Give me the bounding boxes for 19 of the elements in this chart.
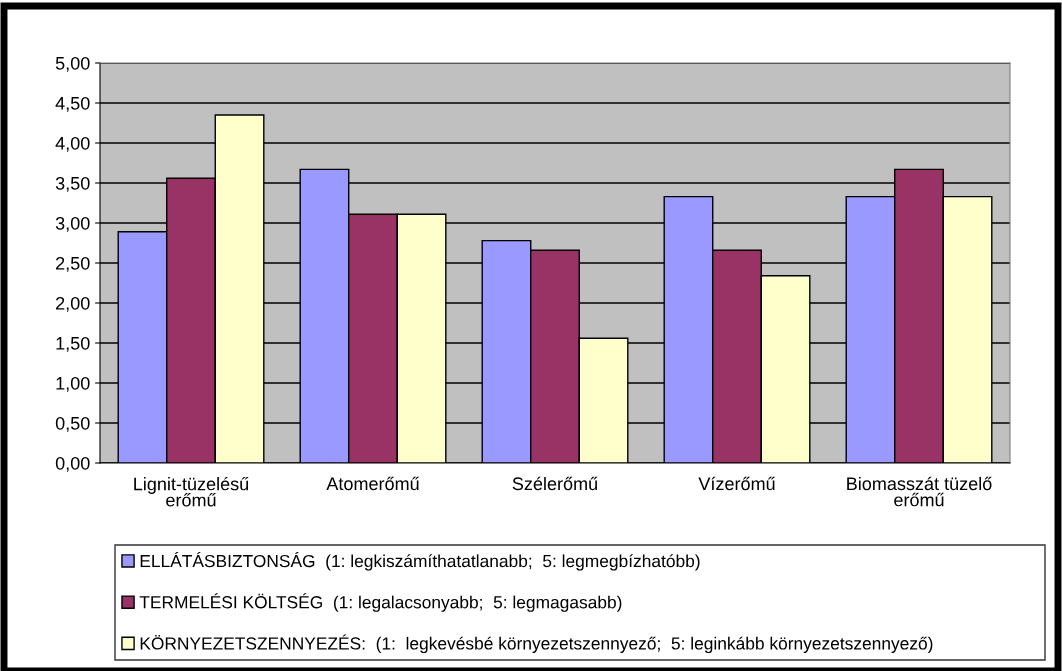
legend-label: ELLÁTÁSBIZTONSÁG (1: legkiszámíthatatlanabb; 5: legmegbízhatóbb) bbox=[140, 551, 700, 571]
legend-label: KÖRNYEZETSZENNYEZÉS: (1: legkevésbé környezetszennyező; 5: leginkább környezetszennyező) bbox=[140, 634, 933, 654]
y-tick-label: 0,00 bbox=[55, 456, 90, 472]
x-tick-label: Lignit-tüzelésű erőmű bbox=[134, 476, 249, 507]
y-tick-label: 5,00 bbox=[55, 56, 90, 72]
y-tick-label: 3,50 bbox=[55, 176, 90, 192]
x-tick-label: Vízerőmű bbox=[698, 476, 775, 491]
y-tick-label: 2,50 bbox=[56, 256, 90, 272]
y-tick-label: 4,50 bbox=[55, 96, 90, 112]
y-tick-label: 1,00 bbox=[56, 376, 90, 392]
x-tick-label: Szélerőmű bbox=[512, 476, 598, 491]
y-tick-label: 0,50 bbox=[55, 416, 90, 432]
legend-label: TERMELÉSI KÖLTSÉG (1: legalacsonyabb; 5: legmagasabb) bbox=[139, 593, 622, 612]
y-tick-label: 1,50 bbox=[56, 336, 90, 352]
y-tick-label: 2,00 bbox=[56, 296, 90, 312]
x-tick-label: Atomerőmű bbox=[326, 476, 419, 491]
y-tick-label: 4,00 bbox=[55, 136, 90, 152]
y-tick-label: 3,00 bbox=[55, 216, 90, 232]
x-tick-label: Biomasszát tüzelő erőmű bbox=[847, 476, 992, 507]
